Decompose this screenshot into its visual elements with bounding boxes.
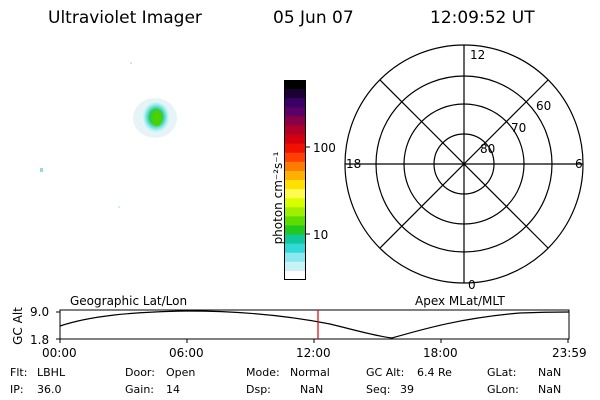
colorbar-stripe [284, 198, 306, 208]
gc-altitude-curve [59, 310, 570, 339]
colorbar-stripe [284, 180, 306, 190]
colorbar-stripe [284, 161, 306, 172]
colorbar-stripe [284, 270, 306, 281]
colorbar-tick-label-10: 10 [313, 228, 329, 242]
colorbar-stripe [284, 116, 306, 127]
colorbar-stripe [284, 261, 306, 272]
date-label: 05 Jun 07 [273, 8, 354, 28]
gain-label: Gain: [125, 383, 154, 396]
gain-value: 14 [166, 383, 180, 396]
time-label: 12:09:52 UT [430, 8, 535, 28]
colorbar-stripe [284, 170, 306, 181]
colorbar-stripe [284, 89, 306, 99]
timeline-ymin: 1.8 [30, 333, 50, 347]
timeline-ymax: 9.0 [30, 305, 50, 319]
glat-value: NaN [538, 366, 562, 379]
colorbar-stripe [284, 243, 306, 254]
colorbar-stripe [284, 98, 306, 108]
timeline-xtick-label: 00:00 [42, 346, 77, 360]
timeline-xtick-label: 06:00 [169, 346, 204, 360]
speck [118, 206, 120, 208]
ip-value: 36.0 [37, 383, 62, 396]
mlt-label-18: 18 [346, 157, 362, 171]
ip-label: IP: [10, 383, 24, 396]
timeline-right-title: Apex MLat/MLT [415, 294, 505, 308]
speck [130, 62, 132, 64]
mlat-label-80: 80 [480, 142, 496, 156]
colorbar-stripe [284, 234, 306, 245]
colorbar [284, 80, 310, 281]
colorbar-stripe [284, 80, 306, 90]
timeline-left-title: Geographic Lat/Lon [70, 294, 188, 308]
timeline-frame [59, 309, 570, 340]
door-value: Open [166, 366, 196, 379]
colorbar-stripe [284, 107, 306, 117]
polar-diagonal [379, 79, 549, 249]
colorbar-stripe [284, 134, 306, 145]
mode-value: Normal [290, 366, 330, 379]
colorbar-tick-label-100: 100 [313, 141, 336, 155]
gc-alt-value: 6.4 Re [417, 366, 452, 379]
mlt-label-12: 12 [470, 48, 486, 62]
colorbar-stripe [284, 143, 306, 154]
colorbar-stripe [284, 252, 306, 263]
seq-label: Seq: [366, 383, 391, 396]
colorbar-stripe [284, 216, 306, 227]
door-label: Door: [125, 366, 155, 379]
colorbar-stripe [284, 152, 306, 163]
mlat-label-70: 70 [511, 121, 527, 135]
colorbar-stripe [284, 189, 306, 199]
seq-value: 39 [400, 383, 414, 396]
mode-label: Mode: [246, 366, 280, 379]
emission-core [152, 110, 162, 126]
dsp-value: NaN [300, 383, 324, 396]
mlt-label-0: 0 [468, 278, 476, 292]
colorbar-stripe [284, 125, 306, 136]
timeline-xtick-label: 23:59 [552, 346, 587, 360]
timeline-xtick-label: 18:00 [423, 346, 458, 360]
dsp-label: Dsp: [246, 383, 271, 396]
glat-label: GLat: [487, 366, 517, 379]
filter-label: Flt: [10, 366, 28, 379]
timeline-xtick-label: 12:00 [296, 346, 331, 360]
filter-value: LBHL [37, 366, 66, 379]
mlt-label-6: 6 [575, 157, 583, 171]
colorbar-stripe [284, 225, 306, 236]
colorbar-stripe [284, 207, 306, 217]
glon-label: GLon: [487, 383, 519, 396]
speck [40, 168, 43, 172]
mlat-label-60: 60 [536, 99, 552, 113]
gc-alt-label: GC Alt: [366, 366, 405, 379]
glon-value: NaN [538, 383, 562, 396]
instrument-title: Ultraviolet Imager [48, 8, 202, 28]
